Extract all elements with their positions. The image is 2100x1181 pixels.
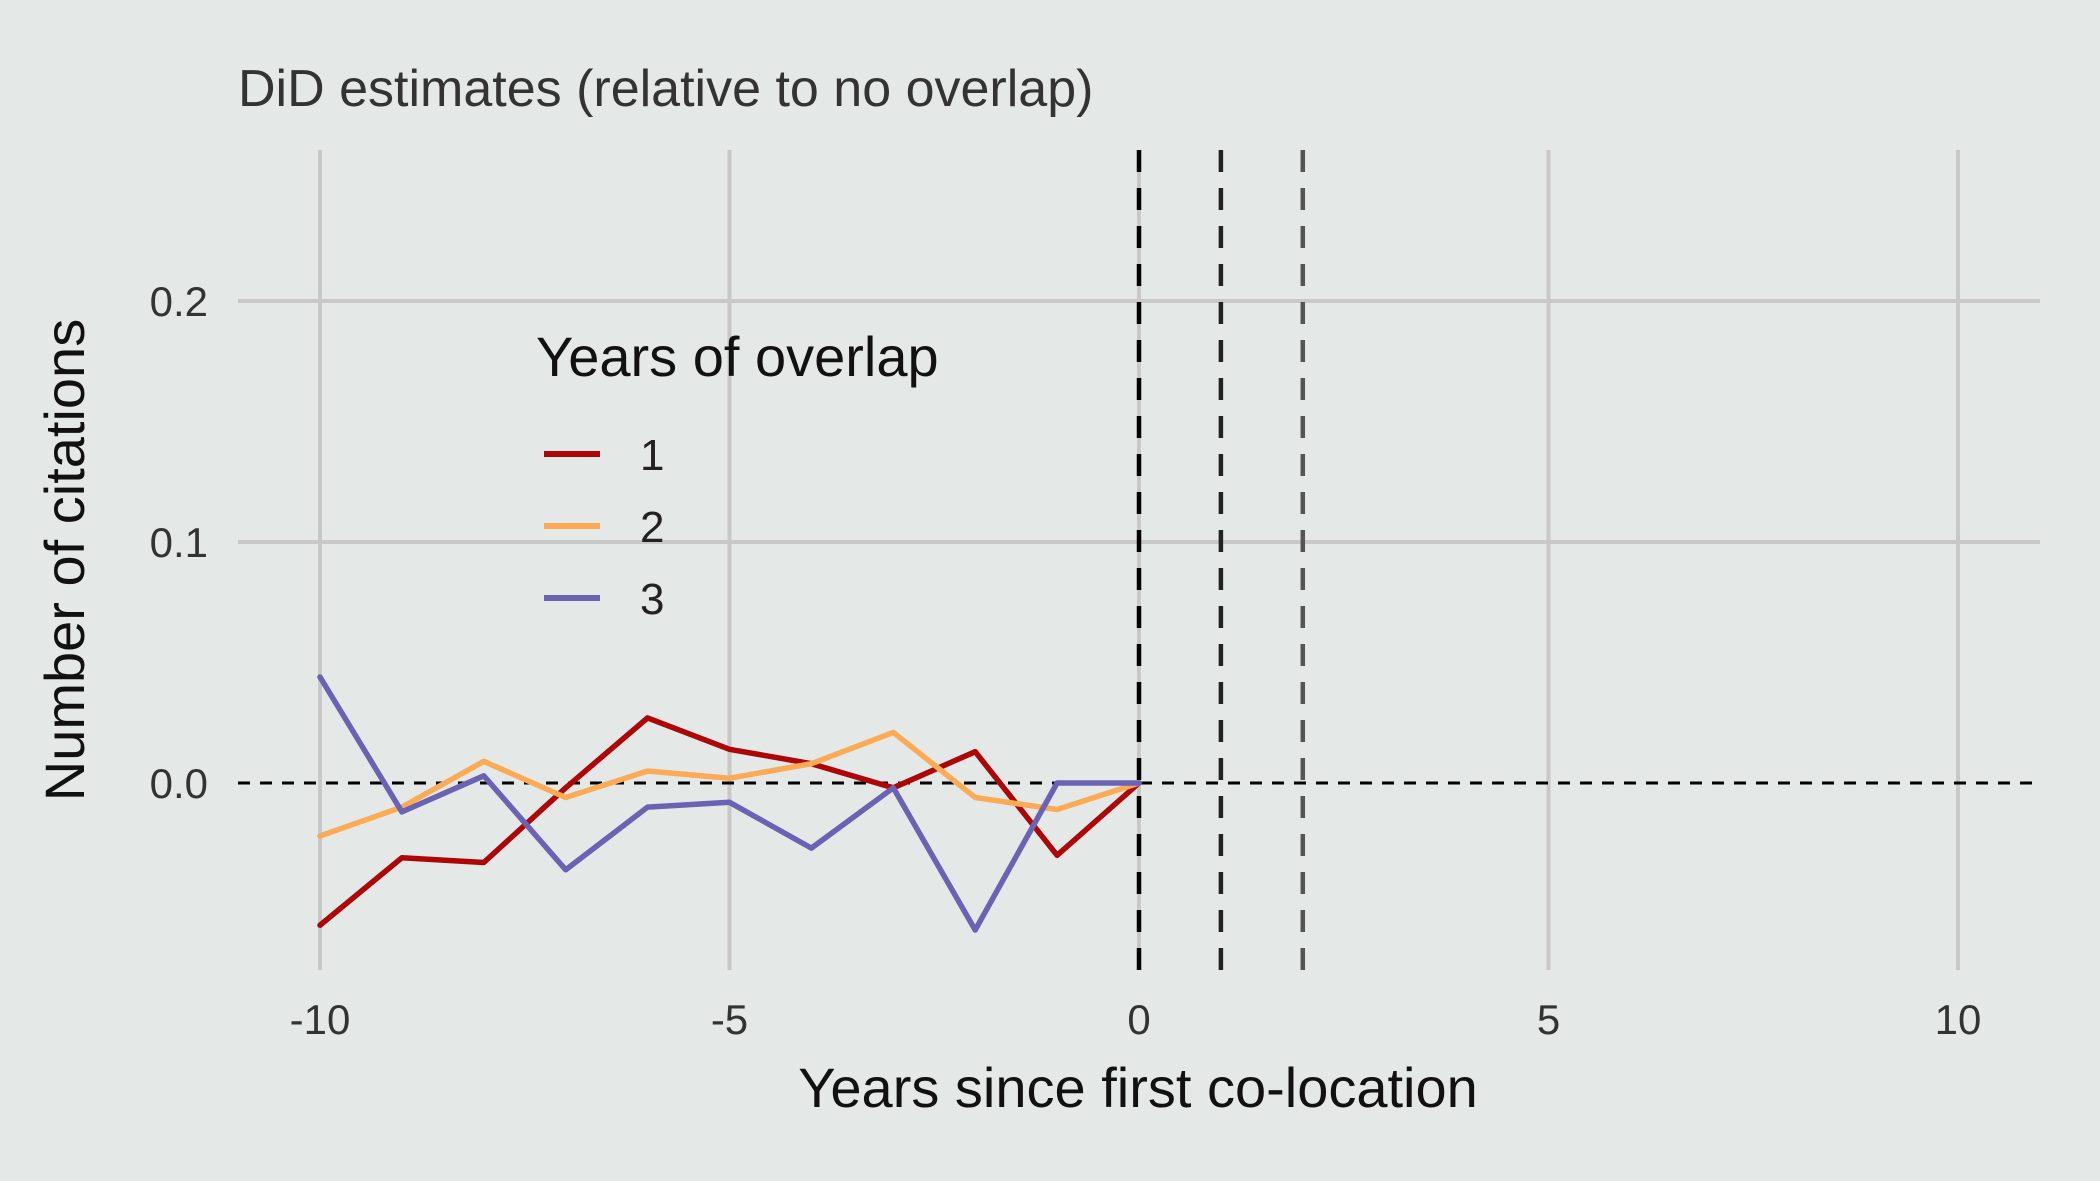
legend-label-3: 3 xyxy=(640,575,664,624)
x-axis-title: Years since first co-location xyxy=(798,1056,1478,1119)
x-tick-label: -10 xyxy=(290,996,351,1043)
y-axis-ticks: 0.0 0.1 0.2 xyxy=(150,278,208,807)
y-tick-label: 0.0 xyxy=(150,760,208,807)
x-tick-label: 0 xyxy=(1127,996,1150,1043)
y-axis-title: Number of citations xyxy=(33,319,96,801)
x-axis-ticks: -10 -5 0 5 10 xyxy=(290,996,1982,1043)
series-lines xyxy=(317,674,1142,933)
legend-title: Years of overlap xyxy=(536,325,939,388)
y-tick-label: 0.1 xyxy=(150,519,208,566)
legend-label-2: 2 xyxy=(640,503,664,552)
legend-label-1: 1 xyxy=(640,431,664,480)
y-tick-label: 0.2 xyxy=(150,278,208,325)
x-tick-label: 5 xyxy=(1537,996,1560,1043)
legend: Years of overlap 1 2 3 xyxy=(536,325,939,624)
series-line-2 xyxy=(317,729,1142,839)
x-tick-label: 10 xyxy=(1935,996,1982,1043)
x-tick-label: -5 xyxy=(711,996,748,1043)
series-line-1 xyxy=(317,715,1142,928)
reference-lines xyxy=(238,150,2040,970)
series-line-3 xyxy=(317,674,1142,933)
chart-title: DiD estimates (relative to no overlap) xyxy=(238,60,1093,118)
